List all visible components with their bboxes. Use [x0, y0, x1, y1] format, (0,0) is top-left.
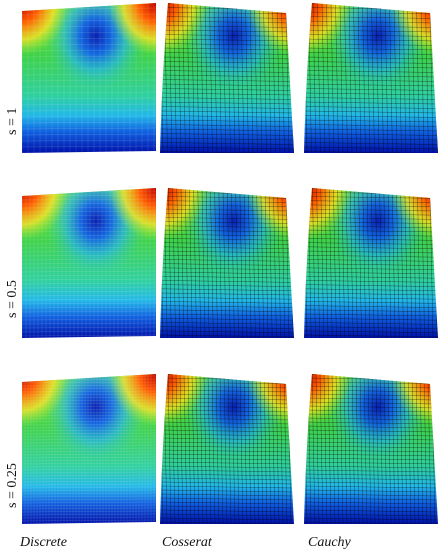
field-layer: [22, 188, 156, 338]
row-label: s = 0.5: [5, 280, 20, 318]
field-layer: [304, 3, 438, 153]
column-label: Discrete: [19, 535, 67, 550]
field-panel: [22, 374, 156, 524]
field-layer: [160, 3, 294, 153]
field-panel: [22, 188, 156, 338]
field-panel: [160, 3, 294, 153]
field-panel: [160, 188, 294, 338]
field-panel: [304, 3, 438, 153]
field-layer: [304, 374, 438, 524]
mesh: [22, 3, 156, 153]
field-layer: [160, 374, 294, 524]
panels: [22, 3, 438, 524]
column-label: Cosserat: [162, 535, 213, 550]
mesh: [22, 188, 156, 338]
field-panel: [22, 3, 156, 153]
mesh: [22, 374, 156, 524]
field-panel: [304, 374, 438, 524]
row-label: s = 0.25: [5, 463, 20, 508]
field-layer: [22, 3, 156, 153]
column-label: Cauchy: [308, 535, 352, 550]
field-panel: [304, 188, 438, 338]
field-layer: [22, 374, 156, 524]
field-panel: [160, 374, 294, 524]
row-label: s = 1: [5, 108, 20, 135]
